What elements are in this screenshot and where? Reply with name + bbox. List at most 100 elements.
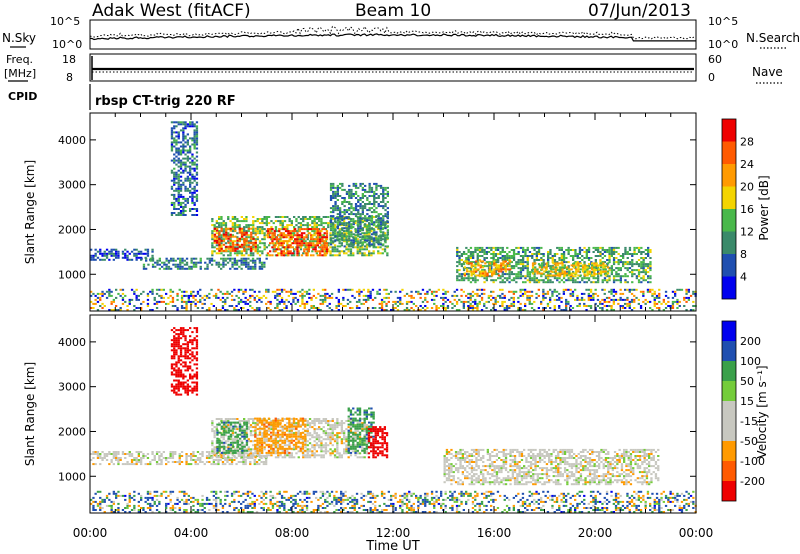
power-cell	[325, 250, 329, 253]
power-cell	[375, 237, 378, 240]
power-cell	[245, 233, 248, 236]
power-cell	[189, 189, 192, 192]
velocity-cell	[144, 511, 147, 513]
power-cell	[90, 290, 93, 293]
power-cell	[251, 288, 254, 291]
velocity-cell	[249, 511, 252, 513]
power-cell	[592, 296, 595, 299]
power-cell	[687, 290, 690, 293]
power-cell	[193, 139, 196, 142]
power-cell	[298, 236, 301, 239]
power-cell	[550, 268, 553, 271]
power-cell	[553, 298, 556, 301]
power-cell	[110, 254, 113, 257]
power-cell	[503, 309, 506, 311]
power-cell	[204, 267, 207, 270]
power-cell	[170, 137, 174, 140]
power-cell	[352, 221, 355, 224]
power-cell	[366, 203, 369, 205]
power-cell	[562, 290, 565, 293]
velocity-cell	[303, 511, 306, 513]
power-cell	[282, 228, 285, 231]
power-cell	[481, 274, 485, 277]
power-cell	[604, 274, 607, 277]
power-cell	[310, 307, 313, 309]
power-cell	[195, 173, 199, 176]
velocity-cell	[99, 500, 102, 503]
power-cell	[386, 225, 389, 228]
power-cell	[622, 261, 625, 264]
power-cell	[384, 193, 387, 195]
power-cell	[282, 240, 285, 243]
power-cell	[377, 227, 380, 230]
velocity-cell	[346, 502, 350, 505]
power-cell	[112, 252, 115, 255]
velocity-cell	[110, 500, 113, 503]
power-cell	[599, 300, 602, 303]
power-cell	[304, 218, 307, 220]
power-cell	[570, 264, 573, 267]
velocity-cell	[112, 500, 115, 503]
power-cell	[375, 215, 378, 218]
power-cell	[442, 305, 445, 307]
power-cell	[591, 262, 594, 265]
power-cell	[575, 264, 578, 267]
velocity-cell	[128, 500, 131, 503]
power-cell	[344, 288, 347, 291]
power-cell	[336, 231, 339, 234]
power-cell	[426, 290, 429, 293]
power-cell	[182, 212, 185, 214]
power-cell	[336, 217, 339, 220]
power-cell	[375, 241, 378, 244]
power-cell	[533, 259, 536, 261]
velocity-cell	[126, 507, 129, 509]
power-cell	[245, 250, 248, 253]
power-cell	[497, 277, 500, 280]
y-tick-label: 1000	[58, 268, 86, 281]
power-cell	[368, 209, 371, 212]
power-cell	[247, 226, 250, 229]
power-cell	[359, 215, 362, 218]
power-cell	[472, 251, 475, 253]
power-cell	[628, 261, 632, 264]
power-cell	[265, 216, 268, 218]
velocity-cell	[344, 494, 347, 497]
power-cell	[469, 277, 473, 280]
power-cell	[626, 305, 629, 307]
power-cell	[258, 254, 262, 257]
power-cell	[374, 246, 378, 249]
power-cell	[345, 252, 348, 255]
power-cell	[377, 223, 380, 226]
power-cell	[343, 211, 346, 214]
power-cell	[560, 309, 563, 311]
velocity-cell	[271, 496, 275, 499]
power-cell	[175, 199, 178, 202]
power-cell	[172, 257, 175, 260]
power-cell	[221, 292, 225, 295]
power-cell	[258, 290, 261, 293]
power-cell	[586, 270, 589, 273]
power-cell	[251, 265, 255, 268]
velocity-cell	[215, 492, 218, 495]
power-cell	[510, 290, 513, 293]
power-cell	[565, 257, 568, 259]
power-cell	[377, 213, 380, 216]
velocity-cell	[335, 500, 338, 503]
power-cell	[531, 246, 534, 249]
power-cell	[236, 220, 239, 223]
power-cell	[289, 230, 292, 233]
power-cell	[230, 298, 234, 301]
power-cell	[135, 296, 138, 299]
power-cell	[528, 275, 532, 278]
velocity-cell	[292, 504, 295, 507]
velocity-cell	[262, 502, 265, 505]
power-cell	[170, 149, 174, 152]
power-colorbar-label: Power [dB]	[757, 175, 771, 240]
power-cell	[655, 307, 659, 309]
velocity-cell	[287, 509, 290, 511]
power-cell	[357, 231, 360, 234]
power-cell	[233, 267, 236, 270]
power-cell	[224, 302, 227, 305]
power-cell	[368, 252, 371, 255]
power-cell	[376, 292, 379, 295]
